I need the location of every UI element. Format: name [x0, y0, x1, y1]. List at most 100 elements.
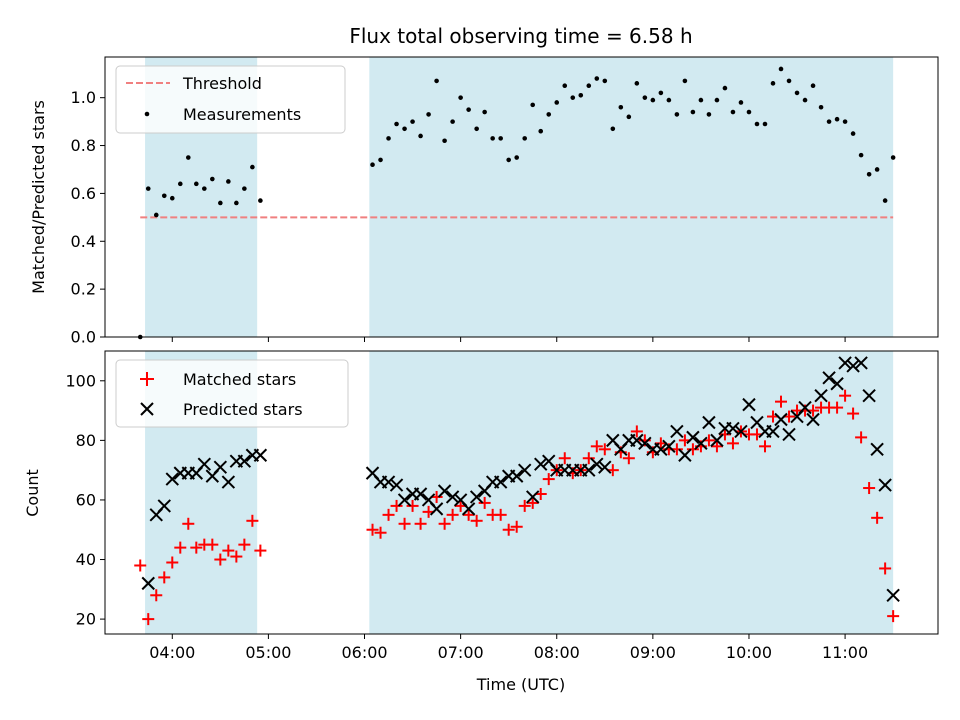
y-tick-label: 100 — [65, 371, 96, 390]
predicted-star-point — [670, 424, 684, 439]
x-diag-2 — [814, 388, 828, 403]
predicted-star-point — [806, 412, 820, 427]
matched-star-point — [831, 401, 844, 414]
predicted-star-point — [445, 490, 460, 504]
measurement-point — [538, 128, 544, 134]
predicted-star-point — [678, 448, 692, 462]
measurement-point — [714, 97, 720, 103]
measurement-point — [738, 100, 744, 105]
measurement-point — [498, 136, 503, 141]
matched-star-point — [374, 526, 387, 539]
x-diag-2 — [838, 356, 852, 370]
x-diag-2 — [493, 475, 508, 489]
predicted-star-point — [846, 359, 860, 373]
measurement-point — [610, 126, 616, 132]
x-diag-2 — [381, 475, 396, 489]
measurement-point — [658, 90, 664, 96]
x-diag-2 — [710, 433, 724, 448]
matched-star-point — [230, 550, 243, 563]
matched-star-point — [502, 523, 515, 536]
measurement-point — [458, 95, 463, 100]
x-diag-2 — [766, 424, 780, 439]
legend-predicted-label: Predicted stars — [183, 400, 303, 419]
matched-star-point — [382, 508, 395, 521]
measurement-point — [370, 162, 375, 167]
x-diag-2 — [590, 457, 604, 471]
predicted-star-point — [534, 457, 548, 471]
x-diag-2 — [678, 448, 692, 462]
measurement-point — [754, 121, 760, 127]
matched-star-point — [871, 511, 884, 524]
x-diag-2 — [437, 484, 452, 498]
matched-star-point — [390, 499, 403, 512]
predicted-star-point — [638, 436, 652, 451]
measurement-point — [482, 109, 487, 115]
x-tick-label: 04:00 — [149, 643, 195, 662]
measurement-point — [866, 171, 872, 177]
x-diag-2 — [854, 356, 868, 370]
predicted-star-point — [782, 427, 796, 442]
x-diag-2 — [197, 457, 212, 471]
measurement-point — [842, 119, 848, 124]
measurement-point — [562, 83, 568, 89]
predicted-star-point — [598, 460, 612, 474]
x-tick-label: 05:00 — [245, 643, 291, 662]
top-x-ticks — [171, 337, 846, 342]
matched-star-point — [206, 538, 219, 551]
matched-star-point — [246, 514, 259, 527]
measurement-point — [674, 112, 680, 117]
x-tick-label: 09:00 — [630, 643, 676, 662]
measurement-point — [234, 200, 239, 206]
matched-star-point — [887, 610, 900, 623]
x-tick-label: 08:00 — [534, 643, 580, 662]
predicted-star-point — [798, 400, 812, 415]
predicted-star-point — [734, 424, 748, 439]
legend-measurements-label: Measurements — [183, 105, 301, 124]
measurement-point — [594, 76, 600, 81]
legend-measurements-swatch — [144, 111, 150, 117]
measurement-point — [514, 155, 519, 160]
measurement-point — [786, 78, 792, 84]
x-diag-2 — [662, 439, 676, 454]
legend-matched-swatch — [140, 372, 154, 386]
y-tick-label: 0.4 — [71, 232, 96, 251]
x-diag-2 — [774, 412, 788, 427]
measurement-point — [378, 157, 383, 163]
x-diag-2 — [582, 463, 596, 477]
x-diag-2 — [654, 442, 668, 457]
measurement-point — [746, 109, 752, 115]
measurement-point — [522, 136, 528, 141]
predicted-star-point — [381, 475, 396, 489]
predicted-star-point — [157, 499, 171, 513]
x-diag-2 — [742, 397, 756, 412]
y-tick-label: 0.8 — [71, 136, 96, 155]
x-diag-2 — [221, 475, 236, 489]
matched-star-point — [494, 508, 507, 521]
predicted-star-point — [814, 388, 828, 403]
measurement-point — [202, 186, 207, 191]
x-diag-2 — [421, 493, 436, 507]
measurement-point — [194, 181, 199, 187]
x-diag-2 — [389, 478, 404, 492]
top-legend-box — [115, 65, 346, 134]
x-diag-2 — [413, 487, 428, 501]
top-y-axis-label: Matched/Predicted stars — [29, 100, 48, 294]
measurement-point — [698, 97, 704, 103]
predicted-star-point — [870, 442, 884, 457]
x-diag-2 — [782, 427, 796, 442]
x-diag-2 — [862, 388, 876, 403]
matched-stars-series — [134, 389, 900, 626]
measurement-point — [858, 152, 864, 158]
matched-star-point — [406, 499, 419, 512]
matched-star-point — [622, 452, 635, 465]
measurement-point — [578, 92, 584, 98]
predicted-star-point — [469, 490, 484, 504]
measurement-point — [890, 155, 896, 160]
matched-star-point — [558, 452, 571, 465]
measurement-point — [730, 109, 736, 115]
measurement-point — [242, 186, 247, 191]
measurement-point — [802, 97, 808, 103]
x-diag-2 — [141, 576, 155, 591]
measurement-point — [882, 198, 888, 203]
